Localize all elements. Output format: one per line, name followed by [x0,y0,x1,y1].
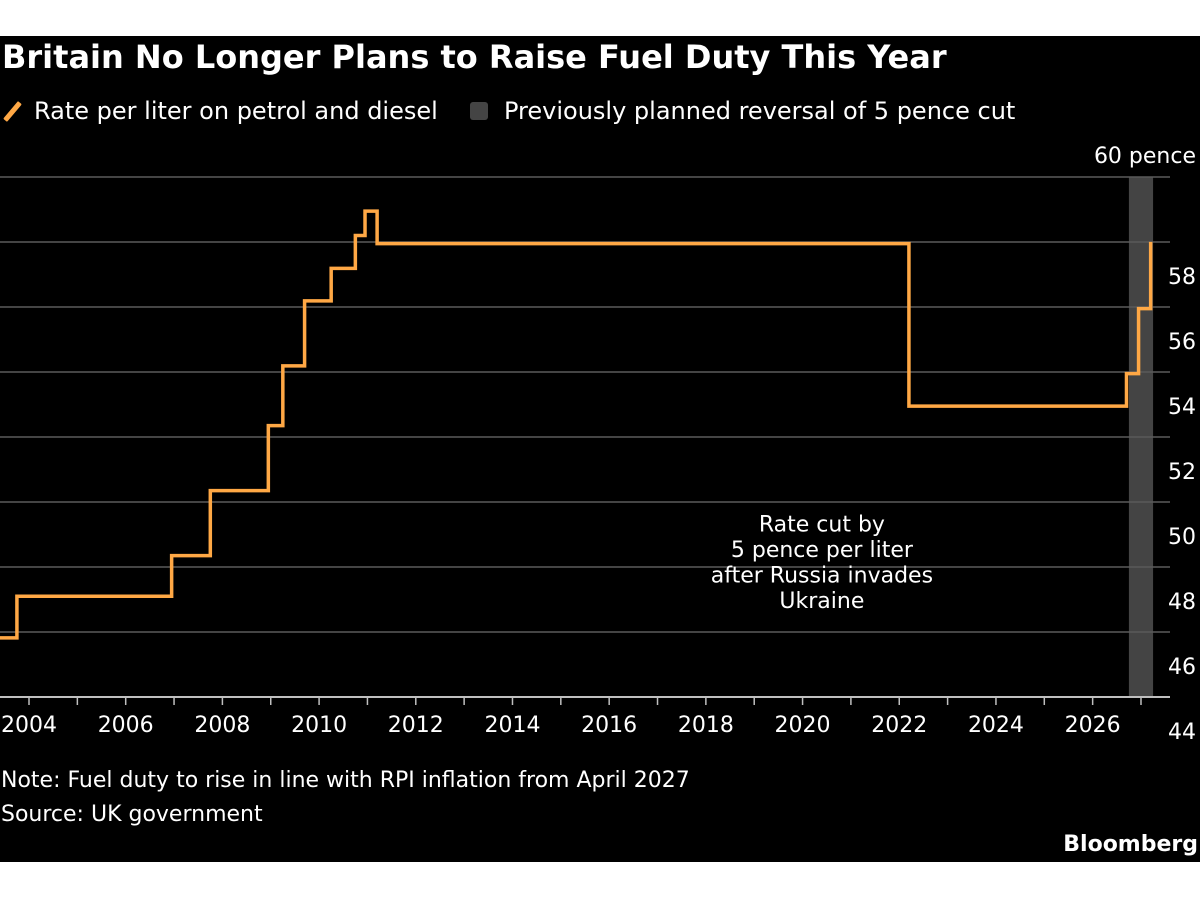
chart-source: Source: UK government [1,802,263,827]
series-layer [0,209,1153,640]
x-tick-label-2024: 2024 [968,713,1024,738]
x-tick-label-2018: 2018 [678,713,734,738]
y-tick-label-50: 50 [1168,525,1196,550]
y-tick-label-52: 52 [1168,460,1196,485]
annotation-line-0: Rate cut by [759,512,885,537]
chart-panel [0,36,1200,862]
bloomberg-logo: Bloomberg [1063,832,1198,857]
x-tick-label-2020: 2020 [775,713,831,738]
x-tick-label-2012: 2012 [388,713,444,738]
y-tick-label-46: 46 [1168,655,1196,680]
legend-item-rate: Rate per liter on petrol and diesel [2,96,438,126]
x-tick-label-2016: 2016 [581,713,637,738]
x-axis-layer [0,696,1170,705]
annotation-line-2: after Russia invades [711,563,933,588]
x-tick-labels-layer: 2004 2006 2008 2010 2012 2014 2016 2018 2020 2022… [1,713,1121,738]
x-tick-label-2008: 2008 [194,713,250,738]
x-tick-label-2010: 2010 [291,713,347,738]
gridlines-layer [0,176,1170,698]
y-tick-label-54: 54 [1168,395,1196,420]
y-tick-label-44: 44 [1168,720,1196,745]
y-tick-label-56: 56 [1168,330,1196,355]
annotation-line-3: Ukraine [779,589,864,614]
y-tick-labels-layer: 44 46 48 50 52 54 56 58 60 pence [1094,144,1196,745]
x-tick-label-2022: 2022 [871,713,927,738]
series-line-0 [0,209,1153,640]
x-tick-label-2014: 2014 [484,713,540,738]
annotation-layer: Rate cut by 5 pence per liter after Russia… [711,512,933,614]
y-tick-label-48: 48 [1168,590,1196,615]
annotation-rate-cut: Rate cut by 5 pence per liter after Russia… [711,512,933,614]
chart-title: Britain No Longer Plans to Raise Fuel Du… [2,38,947,76]
y-tick-label-58: 58 [1168,265,1196,290]
legend-label-planned-reversal: Previously planned reversal of 5 pence c… [504,97,1016,125]
x-tick-label-2004: 2004 [1,713,57,738]
y-unit-label: 60 pence [1094,144,1196,169]
legend-shade-swatch [470,102,488,120]
annotation-line-1: 5 pence per liter [731,538,914,563]
x-tick-label-2026: 2026 [1065,713,1121,738]
x-tick-label-2006: 2006 [98,713,154,738]
legend-item-planned-reversal: Previously planned reversal of 5 pence c… [470,96,1015,126]
legend-label-rate: Rate per liter on petrol and diesel [34,97,438,125]
chart-note: Note: Fuel duty to rise in line with RPI… [1,768,690,793]
